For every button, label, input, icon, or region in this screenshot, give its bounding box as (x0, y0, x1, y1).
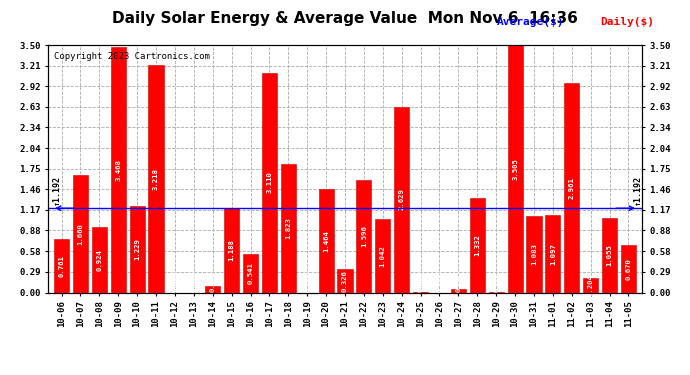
Text: 0.009: 0.009 (417, 270, 424, 292)
Text: Copyright 2023 Cartronics.com: Copyright 2023 Cartronics.com (55, 53, 210, 62)
Bar (451, 290, 466, 292)
Bar (54, 238, 69, 292)
Bar (545, 215, 560, 292)
Text: 0.000: 0.000 (437, 270, 442, 292)
Text: 0.000: 0.000 (191, 270, 197, 292)
Text: 0.326: 0.326 (342, 270, 348, 292)
Bar (262, 73, 277, 292)
Bar (130, 206, 145, 292)
Text: 0.670: 0.670 (625, 258, 631, 280)
Text: 1.055: 1.055 (607, 244, 613, 266)
Text: ↑1.192: ↑1.192 (633, 175, 642, 205)
Text: 2.961: 2.961 (569, 177, 575, 199)
Text: 0.000: 0.000 (172, 270, 178, 292)
Text: 1.188: 1.188 (228, 240, 235, 261)
Bar (148, 65, 164, 292)
Text: 0.924: 0.924 (97, 249, 102, 271)
Text: 3.110: 3.110 (266, 172, 273, 194)
Text: Daily Solar Energy & Average Value  Mon Nov 6  16:36: Daily Solar Energy & Average Value Mon N… (112, 11, 578, 26)
Bar (73, 175, 88, 292)
Bar (243, 254, 258, 292)
Text: 0.002: 0.002 (493, 270, 499, 292)
Text: Daily($): Daily($) (600, 17, 654, 27)
Bar (356, 180, 371, 292)
Text: 3.505: 3.505 (512, 158, 518, 180)
Bar (92, 227, 107, 292)
Text: 1.097: 1.097 (550, 243, 556, 265)
Bar (224, 209, 239, 292)
Bar (110, 47, 126, 292)
Text: 1.596: 1.596 (361, 225, 367, 247)
Bar (205, 286, 220, 292)
Bar (564, 83, 580, 292)
Text: 1.042: 1.042 (380, 245, 386, 267)
Bar (621, 245, 636, 292)
Text: 0.043: 0.043 (455, 270, 462, 292)
Text: 0.204: 0.204 (588, 274, 593, 296)
Bar (602, 218, 617, 292)
Bar (319, 189, 334, 292)
Text: 3.468: 3.468 (115, 159, 121, 181)
Bar (508, 45, 522, 292)
Text: 1.660: 1.660 (77, 223, 83, 245)
Text: 0.092: 0.092 (210, 270, 216, 292)
Bar (375, 219, 391, 292)
Text: 1.823: 1.823 (285, 217, 291, 239)
Bar (583, 278, 598, 292)
Bar (281, 164, 296, 292)
Text: 0.761: 0.761 (59, 255, 65, 276)
Bar (394, 106, 409, 292)
Text: 0.541: 0.541 (248, 262, 253, 284)
Text: 2.629: 2.629 (399, 189, 405, 210)
Text: ↑1.192: ↑1.192 (52, 175, 61, 205)
Text: 1.083: 1.083 (531, 243, 537, 265)
Text: Average($): Average($) (497, 17, 564, 27)
Text: 3.218: 3.218 (153, 168, 159, 190)
Bar (526, 216, 542, 292)
Bar (470, 198, 485, 292)
Text: 1.229: 1.229 (134, 238, 140, 260)
Text: 1.332: 1.332 (474, 234, 480, 256)
Text: 0.000: 0.000 (304, 270, 310, 292)
Text: 1.464: 1.464 (323, 230, 329, 252)
Bar (337, 270, 353, 292)
